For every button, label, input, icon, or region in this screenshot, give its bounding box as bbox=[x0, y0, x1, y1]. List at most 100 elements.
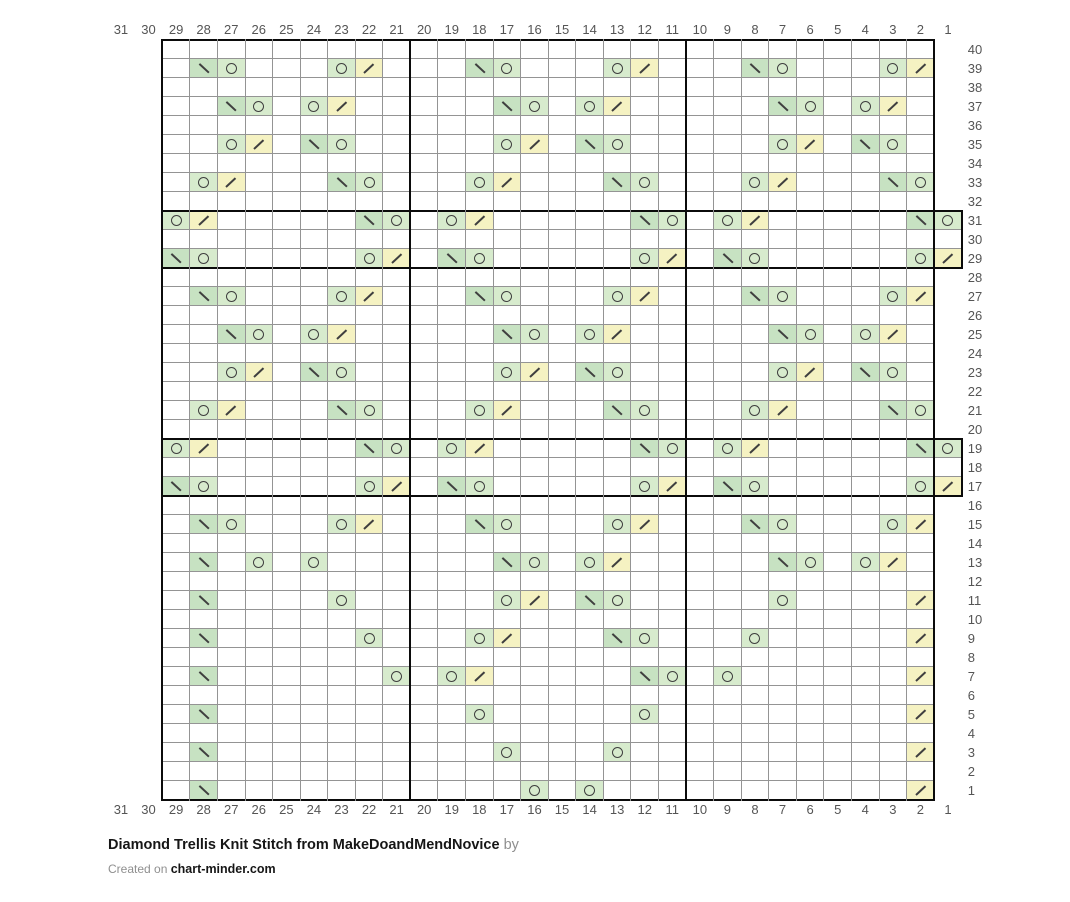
yo-icon bbox=[225, 290, 237, 302]
yo-icon bbox=[501, 594, 513, 606]
grid-line-v bbox=[161, 38, 164, 801]
row-label: 8 bbox=[967, 649, 975, 665]
ssk-icon bbox=[446, 253, 457, 263]
row-label: 17 bbox=[967, 478, 983, 494]
stitch-cell-yo bbox=[879, 286, 907, 306]
col-label-bottom: 10 bbox=[692, 802, 708, 817]
stitch-cell-yo bbox=[851, 552, 880, 572]
ssk-icon bbox=[501, 329, 512, 339]
stitch-cell-yo bbox=[355, 476, 383, 496]
row-label: 20 bbox=[967, 421, 983, 437]
yo-icon bbox=[308, 328, 320, 340]
col-label-top: 20 bbox=[416, 22, 432, 37]
stitch-cell-k2tog bbox=[906, 704, 935, 724]
yo-icon bbox=[253, 328, 265, 340]
yo-icon bbox=[501, 746, 513, 758]
stitch-cell-yo bbox=[493, 514, 521, 534]
stitch-cell-ssk bbox=[906, 438, 935, 458]
stitch-cell-k2tog bbox=[603, 324, 631, 344]
stitch-cell-yo bbox=[217, 58, 245, 78]
chart-minder-link[interactable]: chart-minder.com bbox=[170, 862, 276, 876]
yo-icon bbox=[721, 214, 733, 226]
grid-line-v bbox=[409, 38, 412, 801]
col-label-bottom: 1 bbox=[944, 802, 952, 817]
stitch-cell-yo bbox=[355, 172, 383, 192]
row-label: 30 bbox=[967, 231, 983, 247]
yo-icon bbox=[611, 746, 623, 758]
yo-icon bbox=[887, 138, 899, 150]
chart-title: Diamond Trellis Knit Stitch from MakeDoa… bbox=[108, 837, 500, 853]
yo-icon bbox=[942, 214, 954, 226]
stitch-cell-yo bbox=[520, 780, 549, 800]
stitch-cell-yo bbox=[879, 514, 907, 534]
stitch-cell-ssk bbox=[355, 210, 383, 230]
stitch-cell-k2tog bbox=[603, 552, 631, 572]
row-label: 11 bbox=[967, 592, 982, 608]
stitch-cell-k2tog bbox=[465, 210, 494, 230]
ssk-icon bbox=[170, 253, 182, 263]
k2tog-icon bbox=[915, 291, 926, 301]
row-label: 38 bbox=[967, 79, 983, 95]
stitch-cell-yo bbox=[603, 134, 631, 154]
k2tog-icon bbox=[501, 177, 512, 187]
yo-icon bbox=[528, 784, 540, 796]
grid-line-v bbox=[960, 209, 963, 269]
stitch-cell-k2tog bbox=[382, 476, 411, 496]
ssk-icon bbox=[501, 101, 512, 111]
stitch-cell-yo bbox=[245, 552, 273, 572]
yo-icon bbox=[391, 670, 403, 682]
stitch-cell-yo bbox=[851, 96, 880, 116]
grid-line-v bbox=[906, 38, 908, 801]
col-label-top: 30 bbox=[141, 22, 156, 37]
ssk-icon bbox=[336, 177, 347, 187]
stitch-cell-yo bbox=[382, 210, 411, 230]
ssk-icon bbox=[170, 481, 182, 491]
stitch-cell-yo bbox=[575, 552, 604, 572]
knitting-chart: 31 31 30 30 29 29 28 28 27 27 26 26 25 25 24 24 23 23 22 22… bbox=[114, 22, 983, 817]
stitch-cell-yo bbox=[493, 590, 521, 610]
k2tog-icon bbox=[198, 443, 209, 453]
k2tog-icon bbox=[942, 253, 954, 263]
stitch-cell-yo bbox=[603, 58, 631, 78]
stitch-cell-ssk bbox=[493, 96, 521, 116]
stitch-cell-yo bbox=[465, 628, 494, 648]
grid-line-h bbox=[161, 437, 963, 440]
stitch-cell-ssk bbox=[465, 286, 494, 306]
col-label-bottom: 12 bbox=[637, 802, 652, 817]
row-label: 9 bbox=[967, 630, 975, 646]
ssk-icon bbox=[749, 291, 761, 301]
col-label-top: 28 bbox=[196, 22, 211, 37]
stitch-cell-yo bbox=[768, 514, 797, 534]
col-label-top: 12 bbox=[637, 22, 652, 37]
ssk-icon bbox=[198, 557, 209, 567]
stitch-cell-k2tog bbox=[906, 666, 935, 686]
col-label-top: 19 bbox=[444, 22, 459, 37]
ssk-icon bbox=[584, 367, 595, 377]
stitch-cell-ssk bbox=[189, 704, 218, 724]
col-label-top: 27 bbox=[223, 22, 239, 37]
k2tog-icon bbox=[253, 139, 264, 149]
grid-line-v bbox=[795, 38, 797, 801]
yo-icon bbox=[473, 176, 485, 188]
row-label: 7 bbox=[967, 668, 975, 684]
stitch-cell-k2tog bbox=[520, 590, 549, 610]
stitch-cell-ssk bbox=[768, 96, 797, 116]
row-label: 25 bbox=[967, 326, 983, 342]
yo-icon bbox=[473, 252, 485, 264]
ssk-icon bbox=[749, 519, 761, 529]
stitch-cell-yo bbox=[382, 666, 411, 686]
stitch-cell-yo bbox=[465, 704, 494, 724]
row-label: 40 bbox=[967, 41, 983, 57]
stitch-cell-yo bbox=[796, 96, 824, 116]
stitch-cell-ssk bbox=[575, 134, 604, 154]
yo-icon bbox=[611, 518, 623, 530]
stitch-cell-yo bbox=[493, 134, 521, 154]
stitch-cell-ssk bbox=[327, 400, 356, 420]
stitch-cell-yo bbox=[217, 286, 245, 306]
yo-icon bbox=[363, 176, 375, 188]
stitch-cell-k2tog bbox=[658, 476, 687, 496]
k2tog-icon bbox=[777, 405, 788, 415]
yo-icon bbox=[777, 518, 789, 530]
stitch-cell-k2tog bbox=[658, 248, 687, 268]
k2tog-icon bbox=[749, 215, 761, 225]
